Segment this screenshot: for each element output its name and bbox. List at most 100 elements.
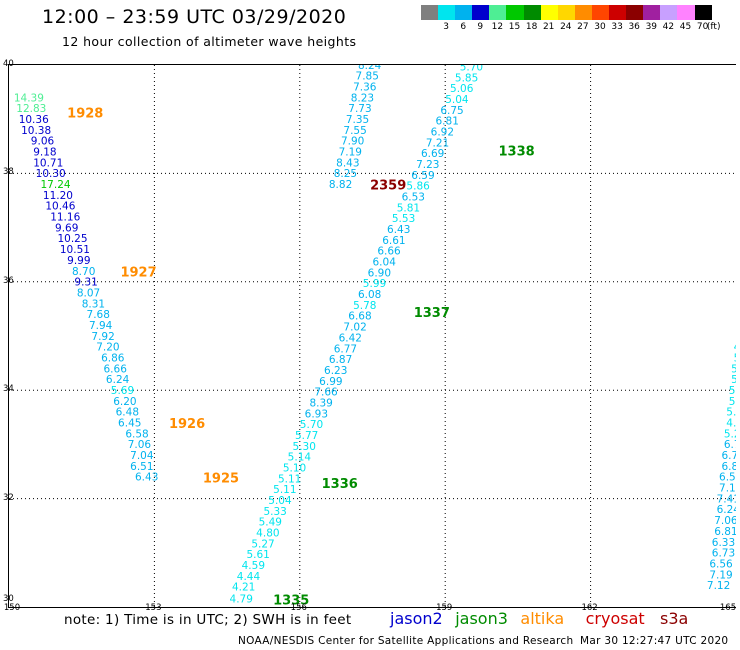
y-tick-label: 36	[3, 275, 14, 286]
colorbar-tick-label: 42	[662, 22, 675, 32]
colorbar-tick-label: 6	[460, 22, 467, 32]
swh-value-label: 8.25	[334, 168, 357, 180]
swh-value-label: 6.81	[714, 526, 736, 538]
colorbar-swatch	[421, 5, 439, 20]
swh-value-label: 5.11	[273, 484, 296, 496]
colorbar-tick-label: 45	[679, 22, 692, 32]
swh-value-label: 5.8	[729, 396, 736, 408]
pass-number-label: 1338	[499, 145, 535, 160]
swh-value-label: 7.20	[96, 342, 119, 354]
swh-value-label: 7.68	[87, 309, 110, 321]
pass-number-label: 1335	[273, 593, 309, 607]
swh-value-label: 10.30	[36, 168, 66, 180]
swh-value-label: 8.23	[351, 92, 374, 104]
colorbar-tick-label: 21	[542, 22, 555, 32]
swh-value-label: 6.76	[724, 439, 736, 451]
swh-value-label: 5.2	[731, 363, 736, 375]
colorbar-tick-label: 12	[491, 22, 504, 32]
colorbar-tick-label: 27	[577, 22, 589, 32]
colorbar-tick-label: 70	[696, 22, 709, 32]
swh-value-label: 6.93	[305, 408, 328, 420]
swh-value-label: 4.21	[232, 582, 255, 594]
colorbar-swatch	[660, 5, 678, 20]
swh-value-label: 8.39	[309, 397, 332, 409]
swh-value-label: 10.71	[33, 157, 63, 169]
swh-value-label: 5.86	[406, 181, 430, 193]
swh-value-label: 4.96	[726, 418, 736, 430]
swh-value-label: 7.41	[717, 493, 736, 505]
pass-number-label: 1928	[67, 107, 103, 122]
swh-value-label: 5.06	[450, 83, 474, 95]
track-1335-1338: 4.794.214.444.595.615.274.805.495.335.04…	[230, 65, 484, 606]
swh-value-label: 8.82	[329, 179, 352, 191]
swh-value-label: 14.39	[14, 92, 44, 104]
swh-value-label: 6.68	[348, 311, 371, 323]
swh-value-label: 7.02	[343, 322, 366, 334]
swh-value-label: 8.24	[358, 65, 382, 72]
swh-value-label: 5.70	[300, 419, 323, 431]
swh-value-label: 6.57	[719, 472, 736, 484]
footnote: note: 1) Time is in UTC; 2) SWH is in fe…	[64, 612, 352, 628]
swh-value-label: 11.16	[50, 212, 80, 224]
swh-value-label: 9.99	[67, 255, 90, 267]
swh-value-label: 6.58	[125, 428, 148, 440]
x-tick-label: 159	[436, 603, 453, 613]
swh-value-label: 5.5	[734, 352, 736, 364]
swh-value-label: 5.78	[353, 300, 376, 312]
map-plot-area: 14.39 12.83 10.36 10.38 9.06 9.18 10.71 10.30 17…	[8, 64, 736, 608]
swh-value-label: 7.90	[341, 136, 364, 148]
colorbar-swatch	[472, 5, 490, 20]
colorbar-swatch	[626, 5, 644, 20]
swh-value-label: 8.43	[336, 157, 359, 169]
swh-value-label: 4.79	[230, 594, 253, 606]
colorbar-swatch	[591, 5, 610, 20]
swh-value-label: 6.45	[118, 418, 141, 430]
swh-value-label: 6.04	[373, 257, 397, 269]
swh-value-label: 5.04	[445, 94, 469, 106]
swh-value-label: 5.9	[729, 385, 736, 397]
colorbar-swatch	[574, 5, 592, 20]
colorbar-swatch	[557, 5, 575, 20]
swh-value-label: 5.85	[455, 72, 478, 84]
colorbar-tick-label: 24	[560, 22, 572, 32]
swh-value-label: 6.53	[402, 192, 425, 204]
swh-value-label: 6.08	[358, 289, 381, 301]
swh-value-label: 8.31	[82, 298, 105, 310]
swh-value-label: 5.27	[251, 538, 274, 550]
colorbar-tick-label: 3	[443, 22, 449, 32]
swh-value-label: 8.07	[77, 287, 100, 299]
pass-number-label: 1926	[169, 417, 205, 432]
swh-value-label: 9.69	[55, 222, 78, 234]
swh-value-label: 6.92	[431, 126, 454, 138]
swh-value-label: 5.7	[726, 407, 736, 419]
colorbar-swatch	[438, 5, 456, 20]
satellite-jason2: jason2	[390, 609, 443, 628]
swh-value-label: 7.92	[91, 331, 114, 343]
colorbar-swatch	[489, 5, 507, 20]
swh-value-label: 12.83	[16, 103, 46, 115]
x-tick-label: 156	[290, 603, 307, 613]
satellite-s3a: s3a	[660, 609, 689, 628]
pass-number-label: 1927	[120, 265, 156, 280]
pass-number-label: 1337	[414, 306, 450, 321]
track-1925-1928: 14.3912.8310.3610.389.069.1810.7110.3017…	[14, 92, 159, 483]
swh-value-label: 7.35	[346, 114, 369, 126]
swh-value-label: 6.24	[106, 374, 130, 386]
x-tick-label: 153	[145, 603, 162, 613]
swh-value-label: 7.55	[343, 125, 366, 137]
swh-value-label: 7.73	[348, 103, 371, 115]
y-tick-label: 38	[3, 167, 14, 178]
colorbar	[421, 5, 712, 20]
colorbar-swatch	[643, 5, 661, 20]
swh-value-label: 6.89	[721, 461, 736, 473]
swh-value-label: 5.81	[397, 202, 420, 214]
swh-value-label: 6.33	[712, 537, 735, 549]
swh-value-label: 9.31	[74, 277, 97, 289]
swh-value-label: 6.77	[721, 450, 736, 462]
swh-value-label: 6.51	[130, 461, 153, 473]
colorbar-swatch	[506, 5, 524, 20]
track-2359: 8.828.258.437.197.907.557.357.738.237.36…	[329, 65, 382, 191]
page-subtitle: 12 hour collection of altimeter wave hei…	[62, 34, 357, 49]
colorbar-tick-label: 36	[628, 22, 640, 32]
swh-value-label: 6.61	[382, 235, 405, 247]
